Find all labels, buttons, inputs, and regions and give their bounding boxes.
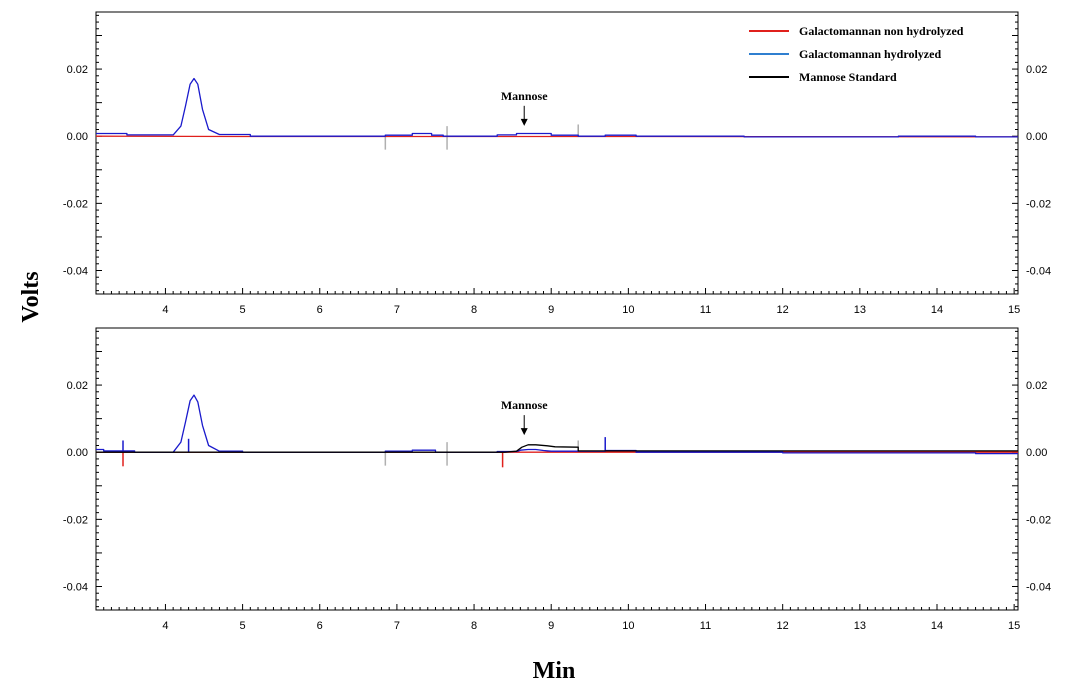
x-tick-label: 9 bbox=[548, 620, 554, 632]
x-tick-label: 6 bbox=[317, 620, 323, 632]
y-tick-label-left: 0.02 bbox=[67, 380, 88, 392]
x-tick-label: 8 bbox=[471, 620, 477, 632]
legend-label: Galactomannan hydrolyzed bbox=[799, 47, 941, 61]
x-tick-label: 15 bbox=[1008, 620, 1020, 632]
x-tick-label: 14 bbox=[931, 304, 943, 316]
x-tick-label: 6 bbox=[317, 304, 323, 316]
bottom-panel: 4 5 6 7 8 9 10 11 12 13 14 15 0.02 0.02 0.00 0.00 -0.02 -… bbox=[63, 327, 1051, 632]
x-tick-label: 5 bbox=[240, 620, 246, 632]
mannose-annotation: Mannose bbox=[501, 398, 548, 412]
x-axis-title: Min bbox=[533, 658, 576, 684]
x-tick-label: 4 bbox=[162, 304, 168, 316]
plot-frame bbox=[95, 327, 1019, 611]
annotation-arrow-head bbox=[520, 118, 528, 126]
x-tick-label: 10 bbox=[622, 304, 634, 316]
y-tick-label-left: -0.02 bbox=[63, 514, 88, 526]
x-tick-label: 13 bbox=[854, 304, 866, 316]
x-tick-label: 11 bbox=[700, 304, 711, 316]
y-tick-label-right: -0.04 bbox=[1026, 582, 1051, 594]
y-tick-label-right: -0.04 bbox=[1026, 266, 1051, 278]
y-tick-label-right: 0.00 bbox=[1026, 131, 1047, 143]
y-tick-label-right: 0.00 bbox=[1026, 447, 1047, 459]
x-tick-label: 4 bbox=[162, 620, 168, 632]
annotation-arrow-head bbox=[520, 428, 528, 436]
plot-frame bbox=[95, 11, 1019, 295]
x-tick-label: 10 bbox=[622, 620, 634, 632]
x-minor-ticks bbox=[95, 288, 1015, 294]
y-tick-label-right: -0.02 bbox=[1026, 198, 1051, 210]
x-tick-label: 15 bbox=[1008, 304, 1020, 316]
x-tick-label: 12 bbox=[777, 304, 789, 316]
series-mannose-standard bbox=[96, 444, 1018, 453]
mannose-annotation: Mannose bbox=[501, 89, 548, 103]
legend-label: Galactomannan non hydrolyzed bbox=[799, 24, 964, 38]
legend: Galactomannan non hydrolyzed Galactomanna… bbox=[749, 24, 964, 84]
x-tick-label: 14 bbox=[931, 620, 943, 632]
x-tick-label: 8 bbox=[471, 304, 477, 316]
x-tick-label: 13 bbox=[854, 620, 866, 632]
series-galactomannan-hydrolyzed bbox=[96, 77, 1018, 138]
x-tick-label: 9 bbox=[548, 304, 554, 316]
y-axis-title: Volts bbox=[18, 271, 44, 322]
y-tick-label-right: -0.02 bbox=[1026, 514, 1051, 526]
x-tick-label: 11 bbox=[700, 620, 711, 632]
y-tick-label-left: 0.02 bbox=[67, 64, 88, 76]
y-minor-ticks bbox=[96, 330, 1018, 608]
y-tick-label-left: -0.04 bbox=[63, 266, 88, 278]
x-tick-label: 5 bbox=[240, 304, 246, 316]
x-tick-label: 12 bbox=[777, 620, 789, 632]
y-tick-label-left: -0.04 bbox=[63, 582, 88, 594]
y-tick-label-left: 0.00 bbox=[67, 131, 88, 143]
y-tick-label-left: -0.02 bbox=[63, 198, 88, 210]
y-tick-label-right: 0.02 bbox=[1026, 64, 1047, 76]
x-tick-label: 7 bbox=[394, 620, 400, 632]
y-tick-label-right: 0.02 bbox=[1026, 380, 1047, 392]
x-minor-ticks bbox=[95, 604, 1015, 610]
y-tick-label-left: 0.00 bbox=[67, 447, 88, 459]
top-panel: 4 5 6 7 8 9 10 11 12 13 14 15 0.02 0.02 0.00 0.00 -0.02 -… bbox=[63, 11, 1051, 316]
y-minor-ticks bbox=[96, 14, 1018, 292]
series-galactomannan-hydrolyzed bbox=[96, 394, 1018, 455]
x-tick-label: 7 bbox=[394, 304, 400, 316]
legend-label: Mannose Standard bbox=[799, 70, 897, 84]
